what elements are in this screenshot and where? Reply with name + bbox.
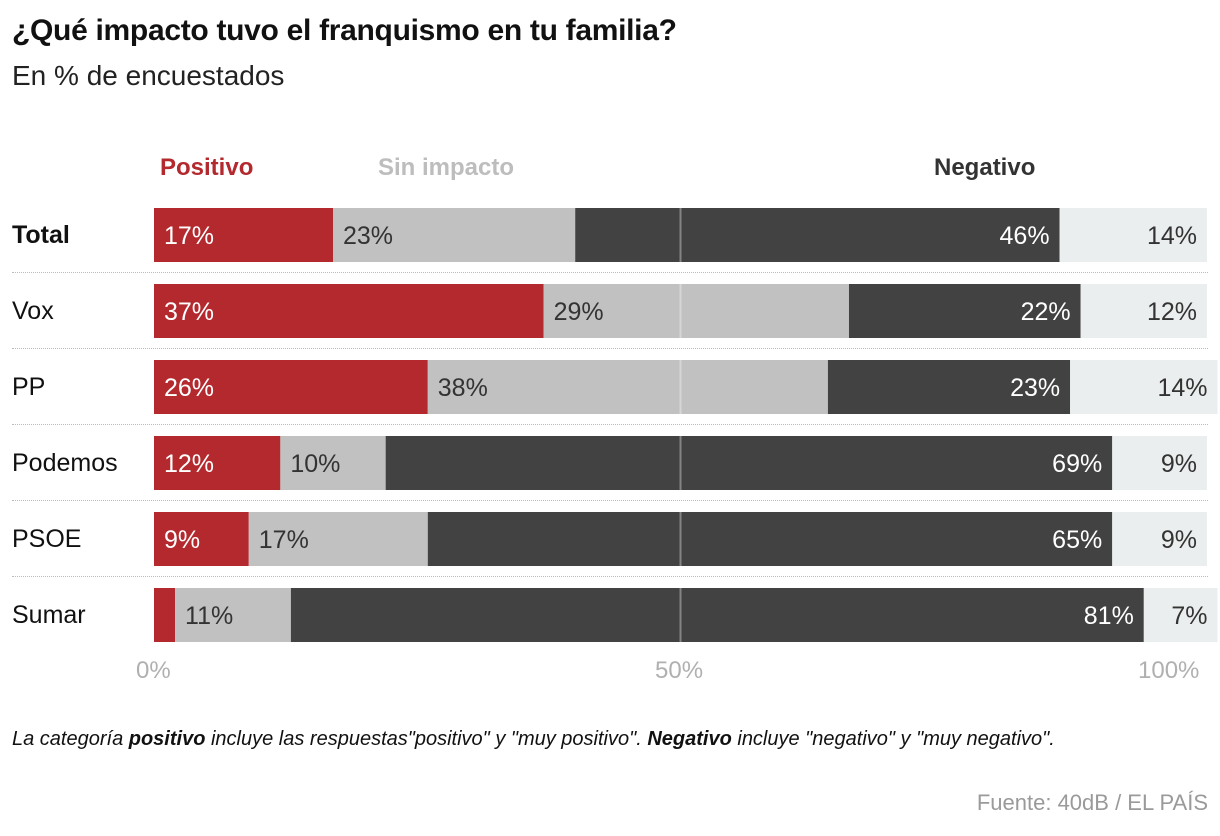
bar-negativo-psoe [427, 512, 1113, 566]
bar-sin-impacto-total [333, 208, 576, 262]
data-label-positivo-pp: 26% [164, 374, 214, 402]
data-label-otros-pp: 14% [1157, 374, 1207, 402]
row-divider [12, 576, 1208, 577]
data-label-sin-impacto-podemos: 10% [290, 450, 340, 478]
data-label-negativo-podemos: 69% [1052, 450, 1102, 478]
bar-otros-podemos [1112, 436, 1207, 490]
data-label-positivo-vox: 37% [164, 298, 214, 326]
row-label-total: Total [12, 221, 70, 249]
row-label-psoe: PSOE [12, 525, 82, 553]
legend-sin-impacto: Sin impacto [378, 154, 515, 181]
row-divider [12, 500, 1208, 501]
row-divider [12, 272, 1208, 273]
data-label-sin-impacto-total: 23% [343, 222, 393, 250]
bar-negativo-podemos [385, 436, 1113, 490]
footnote: La categoría positivo incluye las respue… [12, 728, 1055, 750]
row-divider [12, 348, 1208, 349]
chart-subtitle: En % de encuestados [12, 60, 285, 91]
bar-positivo-podemos [154, 436, 281, 490]
bar-sin-impacto-vox [543, 284, 849, 338]
bar-otros-psoe [1112, 512, 1207, 566]
x-tick-0: 0% [136, 657, 171, 684]
data-label-positivo-podemos: 12% [164, 450, 214, 478]
bar-otros-pp [1070, 360, 1218, 414]
bar-negativo-sumar [290, 588, 1144, 642]
data-label-otros-psoe: 9% [1161, 526, 1197, 554]
row-label-pp: PP [12, 373, 46, 401]
bar-negativo-vox [848, 284, 1081, 338]
row-divider [12, 424, 1208, 425]
legend-positivo: Positivo [160, 154, 254, 181]
data-label-sin-impacto-sumar: 11% [185, 602, 233, 630]
bar-sin-impacto-podemos [280, 436, 386, 490]
data-label-negativo-vox: 22% [1021, 298, 1071, 326]
bar-sin-impacto-sumar [175, 588, 291, 642]
bar-otros-sumar [1143, 588, 1218, 642]
bar-negativo-pp [827, 360, 1071, 414]
x-tick-100: 100% [1138, 657, 1200, 684]
chart-title: ¿Qué impacto tuvo el franquismo en tu fa… [12, 14, 677, 47]
bar-positivo-vox [154, 284, 544, 338]
bar-sin-impacto-psoe [248, 512, 428, 566]
bar-otros-total [1059, 208, 1207, 262]
bar-sin-impacto-pp [427, 360, 828, 414]
data-label-negativo-sumar: 81% [1084, 602, 1134, 630]
data-label-otros-vox: 12% [1147, 298, 1197, 326]
legend-negativo: Negativo [934, 154, 1036, 181]
bar-positivo-sumar [154, 588, 176, 642]
bar-positivo-total [154, 208, 334, 262]
bar-positivo-psoe [154, 512, 249, 566]
data-label-positivo-psoe: 9% [164, 526, 200, 554]
bar-positivo-pp [154, 360, 428, 414]
bar-otros-vox [1080, 284, 1207, 338]
data-label-otros-podemos: 9% [1161, 450, 1197, 478]
data-label-positivo-total: 17% [164, 222, 214, 250]
source-credit: Fuente: 40dB / EL PAÍS [976, 790, 1208, 815]
row-label-podemos: Podemos [12, 449, 118, 477]
bar-negativo-total [575, 208, 1060, 262]
data-label-sin-impacto-psoe: 17% [259, 526, 309, 554]
data-label-negativo-pp: 23% [1010, 374, 1060, 402]
x-tick-50: 50% [655, 657, 704, 684]
data-label-sin-impacto-vox: 29% [554, 298, 604, 326]
row-label-vox: Vox [12, 297, 54, 325]
row-label-sumar: Sumar [12, 601, 86, 629]
data-label-negativo-total: 46% [1000, 222, 1050, 250]
data-label-negativo-psoe: 65% [1052, 526, 1102, 554]
data-label-otros-total: 14% [1147, 222, 1197, 250]
data-label-otros-sumar: 7% [1171, 602, 1207, 630]
data-label-sin-impacto-pp: 38% [438, 374, 488, 402]
